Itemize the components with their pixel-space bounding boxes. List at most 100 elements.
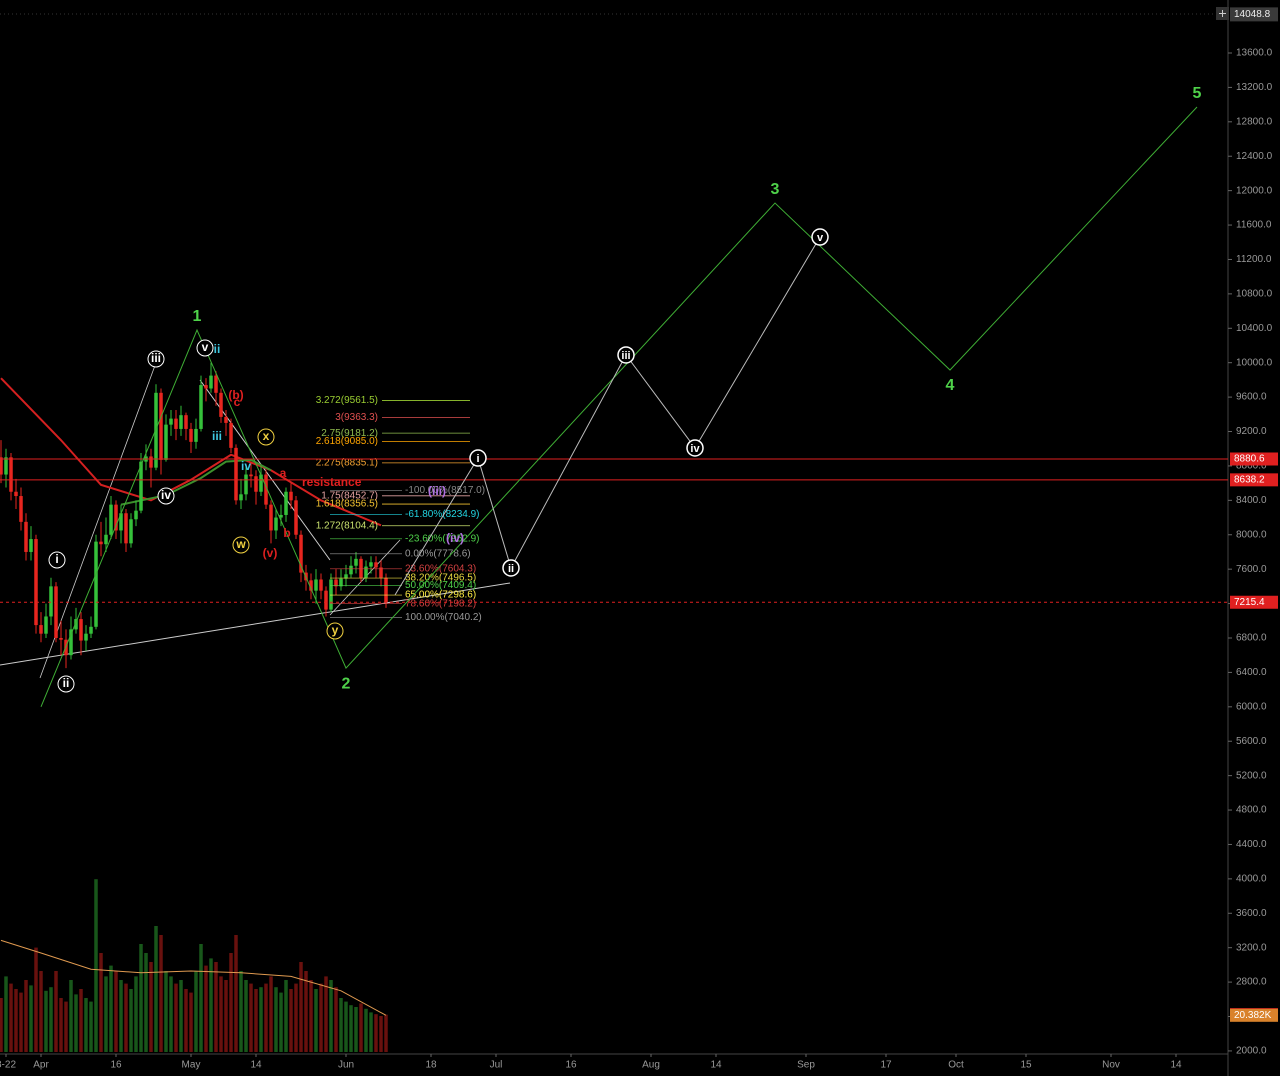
candle-body [259, 474, 263, 492]
candle-body [119, 513, 123, 531]
annotations: resistance (iii) (iv) (b) x w y i ii iii… [48, 339, 464, 693]
volume-bar [79, 989, 83, 1052]
y-tick-label: 9600.0 [1236, 392, 1267, 403]
volume-bar [299, 962, 303, 1052]
annotation: x [263, 429, 270, 443]
y-tick-label: 8000.0 [1236, 529, 1267, 540]
volume-bar [99, 953, 103, 1052]
y-tick-label: 4800.0 [1236, 805, 1267, 816]
annotation: iv [161, 488, 171, 502]
y-tick-label: 9200.0 [1236, 426, 1267, 437]
annotation: (iii) [428, 484, 446, 498]
annotation: v [202, 340, 209, 354]
x-tick-label: Nov [1102, 1060, 1120, 1071]
volume-bar [219, 976, 223, 1052]
candle-body [199, 385, 203, 429]
candle-body [209, 375, 213, 389]
top-value-label: 14048.8 [1234, 9, 1271, 20]
candle-body [159, 392, 163, 460]
wave-line [39, 359, 158, 679]
candle-body [324, 590, 328, 610]
volume-bar [204, 965, 208, 1052]
candle-body [44, 616, 48, 634]
fib-label: 100.00%(7040.2) [405, 612, 482, 623]
x-tick-label: 14 [710, 1060, 722, 1071]
y-tick-label: 4000.0 [1236, 874, 1267, 885]
x-tick-label: 15 [1020, 1060, 1032, 1071]
annotation: (b) [228, 388, 243, 402]
volume-bar [354, 1007, 358, 1052]
y-tick-label: 8800.0 [1236, 461, 1267, 472]
candle-body [244, 474, 248, 495]
volume-bar [229, 953, 233, 1052]
wave-label: iv [690, 443, 700, 455]
volume-bar [224, 980, 228, 1052]
volume-bar [129, 989, 133, 1052]
fib-label: 2.75(9181.2) [321, 428, 378, 439]
label-circle [257, 428, 275, 446]
fib-label: 2.275(8835.1) [316, 458, 378, 469]
candle-body [289, 491, 293, 501]
annotation: iii [151, 351, 161, 365]
candle-body [169, 418, 173, 425]
candle-body [89, 626, 93, 634]
candle-body [184, 415, 188, 429]
volume-bar [34, 947, 38, 1052]
volume-bar [279, 992, 283, 1052]
volume-bar [164, 971, 168, 1052]
y-tick-label: 4400.0 [1236, 839, 1267, 850]
volume-bar [69, 980, 73, 1052]
candle-body [379, 567, 383, 578]
volume-bar [14, 989, 18, 1052]
annotation: iv [241, 459, 251, 473]
wave-circle [686, 439, 704, 457]
candle-body [149, 456, 153, 468]
volume-bar [29, 985, 33, 1052]
fib-label: 78.60%(7198.2) [405, 598, 476, 609]
x-tick-label: 17 [880, 1060, 892, 1071]
label-circle [57, 675, 75, 693]
annotation: w [235, 537, 246, 551]
candle-body [134, 510, 138, 520]
volume-bar [114, 971, 118, 1052]
volume-bar [159, 935, 163, 1052]
wave-circle [617, 346, 635, 364]
candle-body [4, 457, 8, 475]
annotation: (iv) [446, 531, 464, 545]
candle-body [239, 494, 243, 501]
annotation: i [55, 552, 58, 566]
volume-bar [74, 994, 78, 1052]
y-tick-label: 7600.0 [1236, 564, 1267, 575]
y-tick-label: 2800.0 [1236, 977, 1267, 988]
x-tick-label: 18 [425, 1060, 437, 1071]
volume-bar [24, 980, 28, 1052]
candle-body [104, 534, 108, 545]
y-tick-label: 10000.0 [1236, 357, 1273, 368]
volume-bar [39, 971, 43, 1052]
volume-bar [339, 998, 343, 1052]
candle-body [24, 521, 28, 552]
x-tick-label: 3-22 [0, 1060, 16, 1071]
fib-label: 1.75(8452.7) [321, 490, 378, 501]
volume-bar [264, 983, 268, 1052]
wave-path [40, 106, 1198, 708]
x-tick-label: 14 [250, 1060, 262, 1071]
price-label: 8638.2 [1234, 474, 1265, 485]
volume-bar [374, 1014, 378, 1052]
price-label: 8880.6 [1234, 454, 1265, 465]
price-label-bg [1230, 452, 1278, 466]
annotation: y [332, 623, 339, 637]
volume-bar [184, 989, 188, 1052]
label-circle [196, 339, 214, 357]
y-tick-label: 5200.0 [1236, 770, 1267, 781]
candle-body [279, 514, 283, 518]
y-tick-label: 3600.0 [1236, 908, 1267, 919]
wave-label: iii [621, 350, 630, 362]
candle-body [99, 541, 103, 545]
candle-body [139, 461, 143, 511]
candle-body [274, 517, 278, 531]
add-icon [1219, 10, 1226, 17]
candle-body [229, 422, 233, 448]
